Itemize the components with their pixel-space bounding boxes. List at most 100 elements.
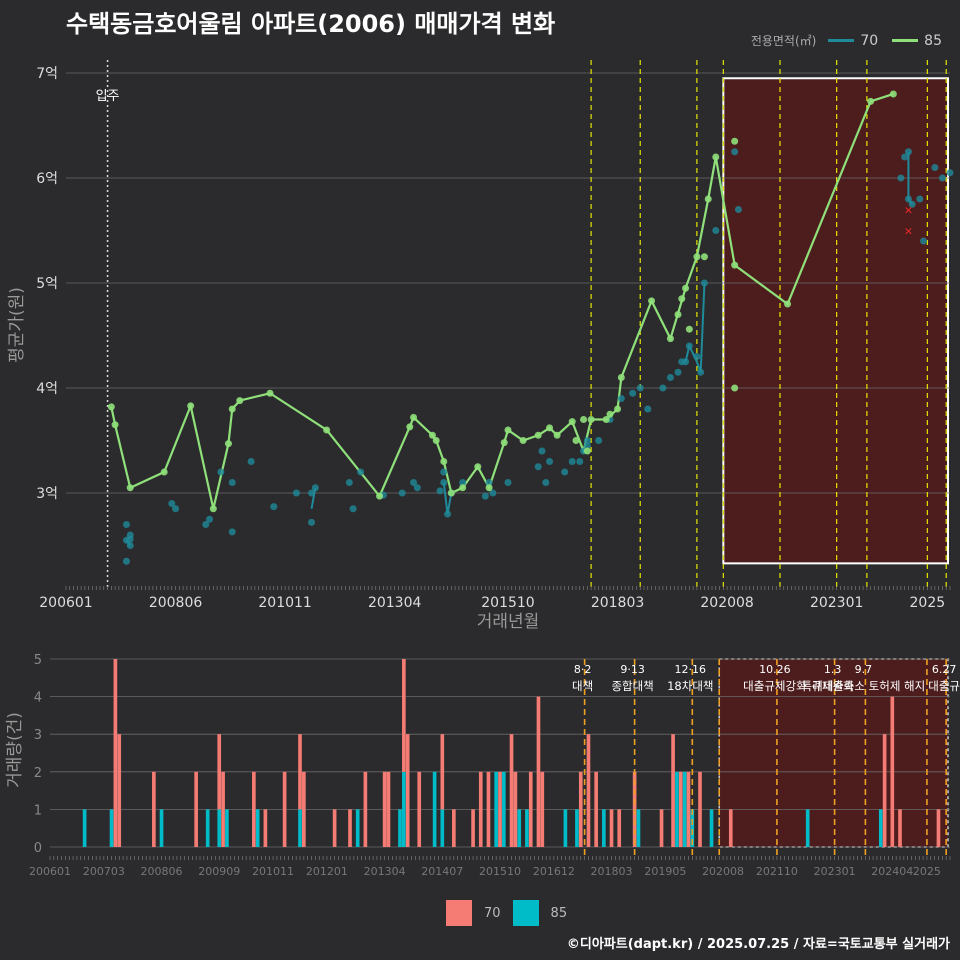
- bar-70: [659, 809, 664, 847]
- data-point-70: [617, 395, 625, 402]
- data-point-70: [122, 521, 130, 528]
- data-point-70: [440, 479, 448, 486]
- legend-bottom-label-85: 85: [550, 905, 568, 921]
- data-point-85: [485, 484, 493, 492]
- data-point-70: [217, 468, 225, 476]
- bar-70: [617, 809, 622, 847]
- policy-date-label: 6.27: [932, 663, 957, 676]
- bar-85: [525, 809, 529, 847]
- data-point-85: [546, 424, 554, 432]
- bar-85: [217, 809, 222, 847]
- data-point-70: [904, 148, 912, 156]
- data-point-70: [311, 484, 319, 492]
- bar-70: [890, 696, 895, 847]
- bar-70: [440, 734, 445, 810]
- bar-70: [498, 771, 502, 847]
- data-point-85: [602, 416, 610, 423]
- series-70-line: [684, 282, 706, 373]
- data-point-85: [568, 418, 576, 426]
- bar-70: [386, 771, 391, 847]
- policy-date-label: 1.3: [824, 663, 842, 676]
- y-tick-label: 7억: [36, 66, 58, 82]
- data-point-70: [444, 510, 452, 518]
- data-point-70: [931, 164, 939, 171]
- x-tick-label: 201803: [591, 865, 633, 878]
- highlight-box: [722, 77, 949, 565]
- bar-70: [417, 771, 422, 847]
- data-point-85: [266, 389, 274, 397]
- data-point-70: [700, 279, 708, 287]
- x-tick-label: 201612: [533, 865, 575, 878]
- data-point-70: [576, 458, 584, 465]
- data-point-70: [122, 557, 130, 565]
- data-point-70: [682, 358, 690, 366]
- data-point-85: [674, 311, 682, 318]
- bar-70: [486, 771, 491, 847]
- data-point-85: [107, 403, 115, 411]
- bar-85: [636, 809, 641, 847]
- bar-70: [348, 809, 352, 847]
- data-point-70: [674, 368, 682, 376]
- bar-70: [594, 771, 598, 847]
- bar-70: [540, 771, 545, 847]
- data-point-85: [224, 440, 232, 448]
- data-point-85: [440, 458, 448, 465]
- data-point-85: [187, 402, 195, 410]
- x-tick-label: 202008: [702, 865, 744, 878]
- data-point-85: [553, 431, 561, 439]
- bar-70: [113, 659, 118, 847]
- bar-70: [513, 771, 518, 847]
- bar-70: [528, 771, 533, 847]
- data-point-70: [908, 200, 916, 208]
- data-point-85: [867, 97, 875, 105]
- data-point-85: [519, 437, 527, 444]
- y-axis-label: 평균가(원): [7, 287, 27, 363]
- bar-70: [471, 809, 475, 847]
- x-tick-label: 201201: [306, 865, 348, 878]
- series-70-line: [310, 487, 317, 509]
- bar-70: [298, 734, 302, 810]
- data-point-85: [693, 253, 701, 261]
- data-point-70: [459, 479, 467, 486]
- volume-chart: 0 1 2 3 4 5 거래량(건) 8·2 대책 9·13 종합대책 12·16 18차대책 10.26…: [5, 653, 960, 878]
- data-point-85: [500, 439, 508, 447]
- data-point-70: [126, 542, 134, 549]
- data-point-85: [410, 413, 418, 421]
- bar-85: [225, 809, 229, 847]
- data-point-70: [629, 389, 637, 397]
- cancelled-marker: ×: [904, 204, 913, 217]
- data-point-85: [447, 489, 455, 497]
- x-tick-label: 200909: [198, 865, 240, 878]
- bar-70: [586, 734, 591, 847]
- bar-70: [678, 771, 683, 847]
- bar-70: [405, 734, 410, 847]
- x-tick-label: 201304: [368, 595, 422, 611]
- policy-text-label: 규제완화: [811, 679, 854, 693]
- data-point-85: [784, 300, 792, 308]
- bar-85: [602, 809, 606, 847]
- data-point-70: [202, 521, 210, 528]
- data-point-85: [111, 421, 119, 429]
- data-point-85: [614, 405, 622, 413]
- data-point-70: [538, 447, 546, 455]
- bar-85: [440, 809, 445, 847]
- y-axis-label: 거래량(건): [5, 712, 25, 788]
- data-point-70: [583, 437, 591, 444]
- data-point-70: [228, 528, 236, 536]
- data-point-85: [572, 437, 580, 444]
- bar-85: [517, 809, 522, 847]
- bar-85: [878, 809, 883, 847]
- x-tick-label: 202301: [814, 865, 856, 878]
- bar-70: [609, 809, 614, 847]
- data-point-70: [561, 468, 569, 476]
- x-tick-label: 2025: [913, 865, 941, 878]
- data-point-70: [712, 227, 720, 234]
- bar-85: [255, 809, 260, 847]
- footer-credit: ©디아파트(dapt.kr) / 2025.07.25 / 자료=국토교통부 실…: [566, 937, 950, 952]
- data-point-70: [308, 518, 316, 526]
- x-axis-label: 거래년월: [477, 612, 540, 632]
- bar-70: [252, 771, 256, 847]
- data-point-85: [160, 468, 168, 476]
- x-tick-label: 201510: [479, 865, 521, 878]
- data-point-70: [436, 487, 444, 495]
